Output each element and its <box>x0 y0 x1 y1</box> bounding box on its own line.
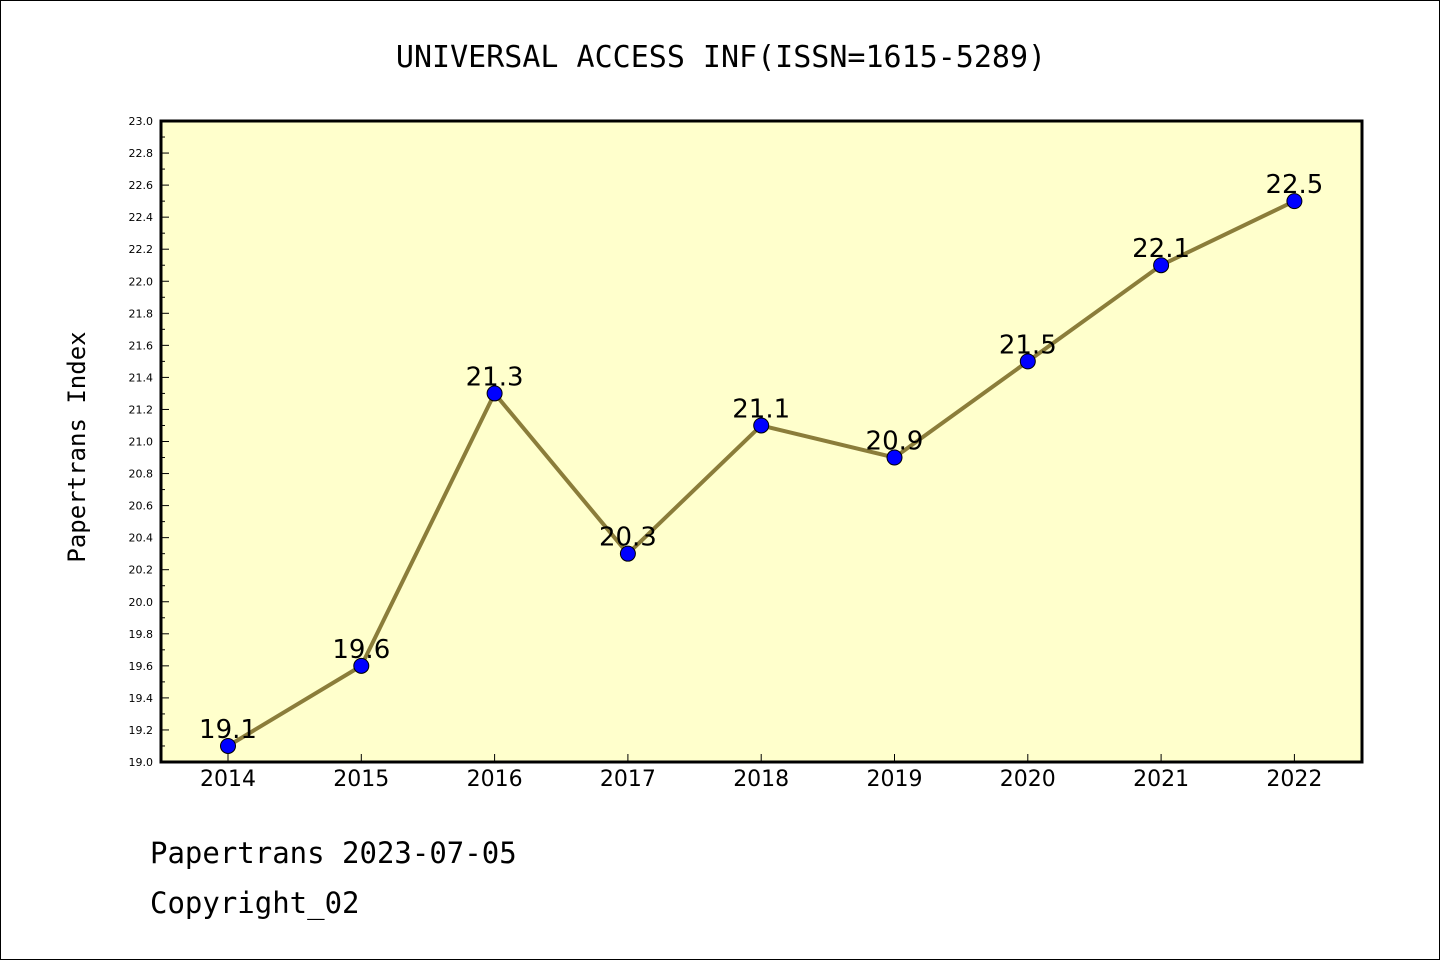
footer-date: Papertrans 2023-07-05 <box>150 836 517 870</box>
y-tick-label: 19.0 <box>129 756 154 769</box>
data-point <box>753 417 770 434</box>
data-label: 22.5 <box>1265 170 1323 200</box>
x-tick-label: 2018 <box>733 767 789 792</box>
data-label: 21.3 <box>466 362 524 392</box>
data-label: 19.6 <box>332 635 390 665</box>
y-axis-ticks: 19.0 19.2 19.4 19.6 19.8 20.0 20.2 20.4 20.6 20.8… <box>129 115 169 769</box>
y-tick-label: 21.8 <box>129 307 154 320</box>
data-label: 19.1 <box>199 715 257 745</box>
data-point <box>1153 257 1170 274</box>
footer-copyright: Copyright_02 <box>150 886 360 920</box>
data-label: 21.5 <box>999 330 1057 360</box>
y-tick-label: 22.8 <box>129 147 154 160</box>
x-tick-label: 2014 <box>200 767 256 792</box>
y-tick-label: 22.6 <box>129 179 154 192</box>
data-point <box>353 657 370 674</box>
x-tick-label: 2021 <box>1133 767 1189 792</box>
y-tick-label: 23.0 <box>129 115 154 128</box>
data-label: 21.1 <box>732 394 790 424</box>
plot-area <box>159 119 1364 764</box>
data-label: 20.9 <box>866 427 924 457</box>
data-point <box>220 737 236 754</box>
y-tick-label: 22.2 <box>129 243 154 256</box>
data-point <box>1286 193 1303 210</box>
data-labels: 19.1 19.6 21.3 20.3 21.1 20.9 21.5 22.1 22.5 <box>199 170 1323 745</box>
chart-title: UNIVERSAL ACCESS INF(ISSN=1615-5289) <box>396 40 1046 75</box>
data-markers <box>220 193 1303 754</box>
y-tick-label: 19.2 <box>129 724 154 737</box>
y-tick-label: 19.8 <box>129 628 154 641</box>
x-tick-label: 2022 <box>1266 767 1322 792</box>
y-tick-label: 19.4 <box>129 692 154 705</box>
y-axis-label: Papertrans Index <box>63 331 91 562</box>
y-tick-label: 21.6 <box>129 339 154 352</box>
x-tick-label: 2016 <box>467 767 523 792</box>
y-tick-label: 21.2 <box>129 403 154 416</box>
y-tick-label: 19.6 <box>129 660 154 673</box>
y-tick-label: 20.2 <box>129 564 154 577</box>
x-tick-label: 2015 <box>333 767 389 792</box>
y-tick-label: 22.0 <box>129 275 154 288</box>
y-tick-label: 21.0 <box>129 436 154 449</box>
data-point <box>619 545 636 562</box>
y-tick-label: 20.0 <box>129 596 154 609</box>
data-point <box>886 449 903 466</box>
y-tick-label: 20.8 <box>129 468 154 481</box>
data-label: 20.3 <box>599 523 657 553</box>
data-point <box>1019 353 1036 370</box>
y-tick-label: 20.4 <box>129 532 154 545</box>
x-tick-label: 2017 <box>600 767 656 792</box>
x-axis-ticks: 2014 2015 2016 2017 2018 2019 2020 2021 2022 <box>200 754 1322 792</box>
x-tick-label: 2020 <box>1000 767 1056 792</box>
data-label: 22.1 <box>1132 234 1190 264</box>
y-tick-label: 21.4 <box>129 371 154 384</box>
y-tick-label: 20.6 <box>129 500 154 513</box>
x-tick-label: 2019 <box>867 767 923 792</box>
data-point <box>486 385 503 402</box>
y-tick-label: 22.4 <box>129 211 154 224</box>
